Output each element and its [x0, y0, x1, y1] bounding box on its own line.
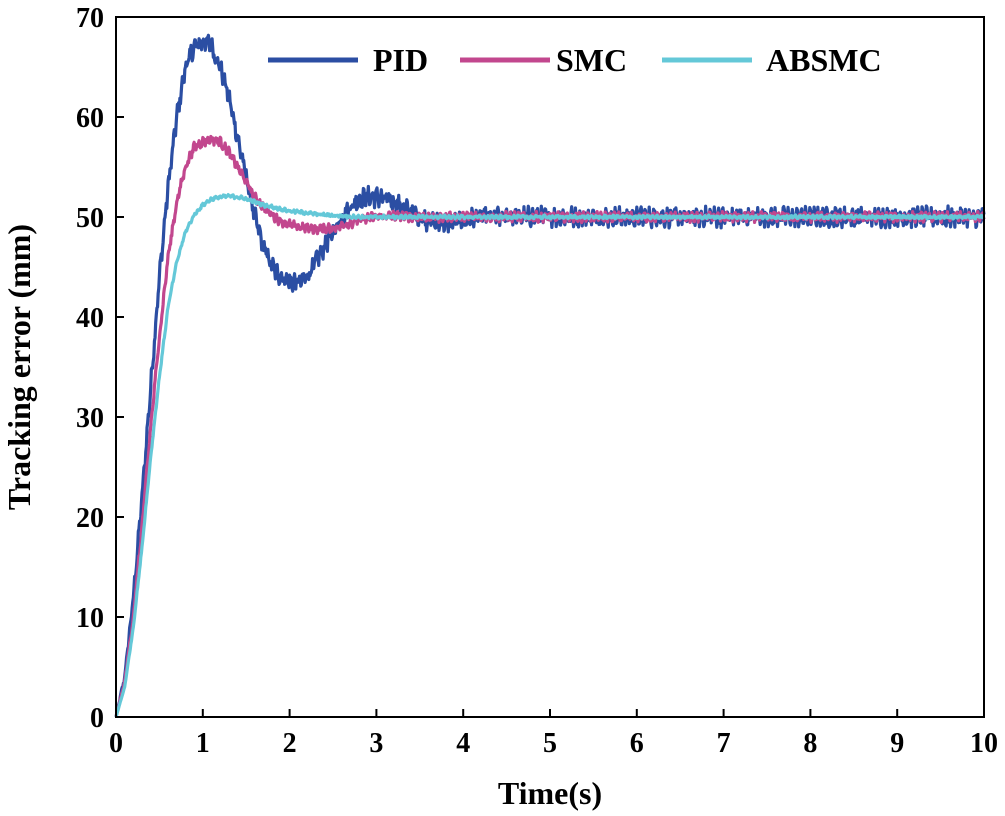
x-tick-label: 3	[369, 728, 383, 759]
plot-frame	[115, 16, 985, 718]
legend-label-absmc: ABSMC	[766, 42, 882, 78]
x-tick-label: 1	[196, 728, 210, 759]
y-tick-label: 0	[90, 703, 104, 734]
y-axis: 0 10 20 30 40 50 60 70	[76, 3, 124, 734]
x-axis-title: Time(s)	[498, 775, 602, 811]
x-tick-label: 7	[717, 728, 731, 759]
legend-label-smc: SMC	[556, 42, 627, 78]
series-line-pid	[114, 33, 986, 718]
y-tick-label: 50	[76, 203, 104, 234]
y-tick-label: 60	[76, 103, 104, 134]
y-tick-label: 20	[76, 503, 104, 534]
x-axis: 0 1 2 3 4 5 6 7 8 9 10	[109, 709, 998, 759]
x-tick-label: 4	[456, 728, 470, 759]
x-tick-label: 5	[543, 728, 557, 759]
x-tick-label: 6	[630, 728, 644, 759]
plot-area	[114, 33, 986, 718]
legend-label-pid: PID	[373, 42, 428, 78]
x-tick-label: 2	[283, 728, 297, 759]
y-axis-title: Tracking error (mm)	[1, 224, 37, 510]
legend: PID SMC ABSMC	[268, 42, 882, 78]
x-tick-label: 9	[890, 728, 904, 759]
series-line-absmc	[114, 193, 986, 718]
y-tick-label: 40	[76, 303, 104, 334]
y-tick-label: 10	[76, 603, 104, 634]
x-tick-label: 0	[109, 728, 123, 759]
x-tick-label: 10	[970, 728, 998, 759]
y-tick-label: 30	[76, 403, 104, 434]
x-tick-label: 8	[803, 728, 817, 759]
y-tick-label: 70	[76, 3, 104, 34]
